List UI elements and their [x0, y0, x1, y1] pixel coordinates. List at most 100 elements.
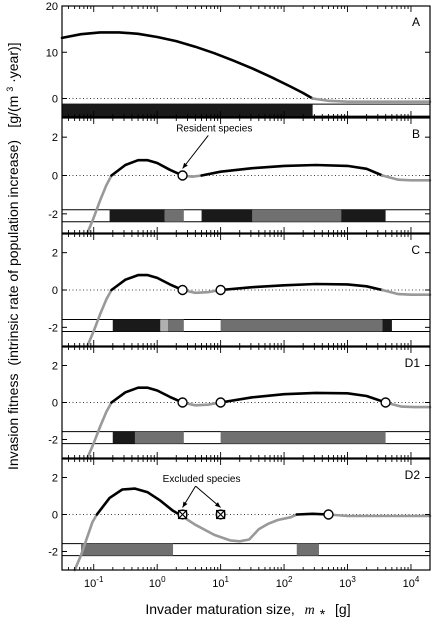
y-tick-label: -2 — [48, 322, 58, 334]
x-tick-label: 10-1 — [84, 575, 104, 590]
x-tick-base: 10 — [403, 578, 415, 590]
fitness-curve-gray-d1-4 — [384, 401, 432, 409]
top-panel-unit-text: [g/(m — [5, 96, 21, 128]
fitness-curve-gray-b-0 — [86, 174, 113, 235]
marker-ring — [177, 509, 188, 520]
bar-segment-b-3 — [252, 209, 342, 222]
bar-segment-c-2 — [167, 319, 184, 332]
x-tick-exponent: 4 — [415, 575, 420, 584]
x-axis-title: Invader maturation size, m * [g] — [145, 601, 350, 622]
annotation-label: Resident species — [176, 123, 252, 134]
y-axis-title-right: (intrinsic rate of population increase) — [5, 140, 21, 366]
y-axis-title: Invasion fitness (intrinsic rate of popu… — [5, 140, 21, 470]
fitness-curve-black-b-1 — [110, 158, 184, 177]
x-tick-base: 10 — [339, 578, 351, 590]
panel-label-d1: D1 — [405, 356, 421, 370]
fitness-curve-black-c-1 — [110, 273, 184, 292]
fitness-curve-black-d1-3 — [219, 391, 387, 404]
x-axis-title-prefix: Invader maturation size, — [145, 601, 294, 617]
bar-segment-b-4 — [341, 209, 386, 222]
panel-label-a: A — [412, 15, 420, 29]
x-tick-base: 10 — [149, 578, 161, 590]
fitness-curve-gray-c-0 — [86, 288, 113, 348]
annotation-arrow-head — [182, 501, 188, 508]
y-tick-label: 10 — [46, 47, 58, 59]
x-tick-exponent: 1 — [225, 575, 230, 584]
panel-label-b: B — [412, 127, 420, 141]
fitness-curve-gray-d2-0 — [73, 513, 99, 572]
panel-b: Resident species 2 0 -2 B — [48, 117, 432, 235]
top-panel-unit-tail: ·year)] — [5, 42, 21, 82]
top-panel-unit-sup: 3 — [5, 87, 15, 92]
panel-label-c: C — [411, 243, 420, 257]
bar-segment-d2-1 — [296, 543, 319, 556]
fitness-curve-gray-a-1 — [311, 97, 432, 103]
y-tick-label: 2 — [52, 248, 58, 260]
y-tick-label: 0 — [52, 285, 58, 297]
marker-ring — [215, 509, 226, 520]
fitness-curve-gray-c-4 — [381, 288, 432, 296]
bar-segment-a-0 — [62, 104, 313, 117]
bar-segment-d1-0 — [112, 431, 135, 444]
bar-segment-c-3 — [220, 319, 383, 332]
resident-species-marker — [215, 397, 226, 408]
panel-d2: Excluded species 2 0 -2 D2 — [48, 458, 432, 572]
resident-species-marker — [215, 284, 226, 296]
resident-species-marker — [177, 170, 188, 181]
x-tick-label: 103 — [339, 575, 356, 590]
top-panel-unit: [g/(m 3 ·year)] — [0, 42, 21, 127]
x-tick-label: 104 — [403, 575, 420, 590]
fitness-curve-black-d2-3 — [295, 512, 330, 516]
y-axis-title-left: Invasion fitness — [5, 374, 21, 471]
x-tick-base: 10 — [212, 578, 224, 590]
y-tick-label: 2 — [52, 361, 58, 373]
resident-species-marker — [380, 397, 391, 408]
x-tick-base: 10 — [276, 578, 288, 590]
resident-species-marker — [177, 397, 188, 408]
y-tick-label: 0 — [52, 398, 58, 410]
x-axis-unit: [g] — [335, 601, 351, 617]
y-tick-label: 0 — [52, 510, 58, 522]
y-tick-label: 2 — [52, 473, 58, 485]
annotation-arrow — [182, 135, 209, 169]
annotation-label: Excluded species — [163, 474, 241, 485]
y-tick-label: 0 — [52, 171, 58, 183]
fitness-curve-black-d1-1 — [110, 386, 184, 404]
marker-cross-b — [216, 510, 226, 519]
x-tick-labels: 10-1 100 101 102 103 104 — [84, 575, 420, 590]
x-axis-symbol: m — [305, 603, 315, 618]
x-tick-label: 101 — [212, 575, 229, 590]
y-tick-label: 20 — [46, 1, 58, 13]
bar-segment-b-1 — [164, 209, 184, 222]
annotation-arrow-2-head — [214, 502, 221, 508]
x-tick-base: 10 — [84, 578, 96, 590]
y-tick-label: -2 — [48, 435, 58, 447]
fitness-curve-black-a-0 — [60, 31, 314, 100]
x-tick-exponent: 0 — [161, 575, 166, 584]
excluded-species-marker — [177, 509, 188, 520]
bar-segment-d1-1 — [134, 431, 184, 444]
resident-species-marker — [177, 284, 188, 296]
fitness-curve-gray-b-4 — [381, 174, 432, 182]
fitness-curve-gray-d1-0 — [86, 401, 113, 460]
marker-cross-b — [178, 510, 187, 519]
panel-label-d2: D2 — [405, 468, 421, 482]
excluded-species-marker — [215, 509, 226, 520]
bar-segment-d1-2 — [220, 431, 386, 444]
y-tick-label: 2 — [52, 132, 58, 144]
fitness-curve-black-b-3 — [200, 163, 384, 177]
fitness-curve-gray-d1-2 — [181, 401, 222, 407]
y-tick-label: -2 — [48, 547, 58, 559]
bar-segment-d2-0 — [81, 543, 174, 556]
fitness-curve-gray-d2-2 — [178, 513, 299, 543]
fitness-curve-gray-c-2 — [181, 288, 222, 295]
bar-segment-b-0 — [109, 209, 165, 222]
x-tick-exponent: -1 — [96, 575, 104, 584]
fitness-curve-black-d2-1 — [95, 487, 181, 516]
bar-segment-c-0 — [112, 319, 161, 332]
fitness-curve-gray-d2-4 — [327, 513, 432, 518]
x-tick-exponent: 3 — [351, 575, 356, 584]
annotation-arrow-head — [182, 162, 188, 169]
x-tick-label: 100 — [149, 575, 166, 590]
